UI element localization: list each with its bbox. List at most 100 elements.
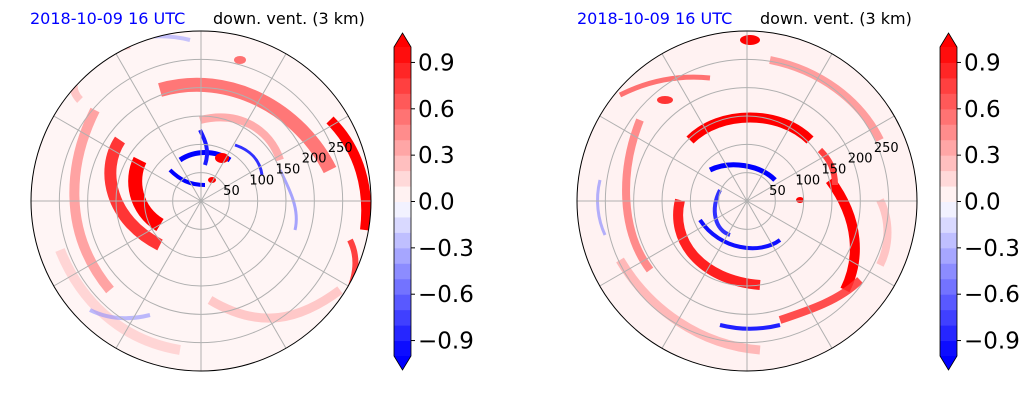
colorbar-level-12 [940, 155, 957, 172]
colorbar-level-0 [394, 340, 411, 357]
colorbar-level-16 [394, 93, 411, 110]
colorbar-level-10 [940, 186, 957, 202]
angular-gridline-120 [661, 53, 748, 202]
colorbar-tick-label: −0.6 [964, 282, 1020, 308]
velocity-field-right [596, 35, 892, 355]
colorbar-level-2 [940, 309, 957, 326]
angular-gridline-240 [661, 200, 748, 349]
radial-tick-label-50: 50 [769, 184, 786, 199]
colorbar-level-4 [940, 278, 957, 295]
title-variable-right: down. vent. (3 km) [760, 9, 912, 28]
colorbar-level-14 [940, 124, 957, 141]
colorbar-level-1 [940, 325, 957, 342]
colorbar-level-2 [394, 309, 411, 326]
colorbar-level-13 [394, 139, 411, 156]
colorbar-level-19 [940, 47, 957, 63]
colorbar-level-15 [940, 108, 957, 125]
angular-gridline-210 [53, 200, 202, 287]
radial-tick-label-150: 150 [276, 162, 301, 177]
colorbar-extend-max [394, 33, 411, 47]
polar-frame-left [30, 30, 372, 372]
colorbar-outline [393, 32, 412, 371]
angular-gridline-330 [200, 200, 349, 287]
colorbar-level-7 [940, 232, 957, 249]
radial-tick-label-200: 200 [848, 152, 873, 167]
colorbar-tick-label: −0.6 [418, 282, 474, 308]
panel-right: 2018-10-09 16 UTC down. vent. (3 km) [576, 9, 1020, 372]
colorbar-level-5 [940, 263, 957, 280]
polar-frame-right [576, 30, 918, 372]
angular-gridline-300 [746, 200, 833, 349]
angular-gridline-30 [200, 115, 349, 202]
colorbar-level-13 [940, 139, 957, 156]
colorbar-level-18 [394, 62, 411, 79]
colorbar-level-11 [940, 170, 957, 187]
colorbar-level-10 [394, 186, 411, 202]
colorbar-level-4 [394, 278, 411, 295]
colorbar-level-3 [394, 294, 411, 311]
colorbar-extend-max [940, 33, 957, 47]
colorbar-level-17 [940, 77, 957, 94]
angular-gridline-150 [53, 115, 202, 202]
colorbar-level-12 [394, 155, 411, 172]
colorbar-level-14 [394, 124, 411, 141]
colorbar-level-5 [394, 263, 411, 280]
radial-tick-label-50: 50 [223, 184, 240, 199]
radial-tick-label-250: 250 [328, 141, 353, 156]
colorbar-tick-label: 0.6 [418, 97, 455, 123]
angular-gridline-330 [746, 200, 895, 287]
colorbar-tick-label: 0.6 [964, 97, 1001, 123]
angular-gridline-30 [746, 115, 895, 202]
colorbar-level-7 [394, 232, 411, 249]
colorbar-level-9 [394, 201, 411, 218]
colorbar-level-6 [394, 247, 411, 264]
colorbar-right: −0.9 −0.6 −0.3 0.0 0.3 0.6 0.9 [939, 32, 1020, 371]
angular-gridline-60 [200, 53, 287, 202]
colorbar-tick-label: 0.0 [964, 190, 1001, 216]
colorbar-level-3 [940, 294, 957, 311]
title-date-right: 2018-10-09 16 UTC [577, 9, 732, 28]
colorbar-level-15 [394, 108, 411, 125]
colorbar-level-17 [394, 77, 411, 94]
title-date-left: 2018-10-09 16 UTC [30, 9, 185, 28]
colorbar-tick-label: −0.3 [964, 236, 1020, 262]
colorbar-level-0 [940, 340, 957, 357]
radial-tick-label-250: 250 [874, 141, 899, 156]
angular-gridline-120 [115, 53, 202, 202]
radial-tick-label-200: 200 [302, 152, 327, 167]
colorbar-level-8 [940, 216, 957, 233]
angular-grid-right [577, 31, 917, 371]
colorbar-tick-label: 0.9 [964, 50, 1001, 76]
colorbar-tick-label: 0.9 [418, 50, 455, 76]
colorbar-level-8 [394, 216, 411, 233]
panel-left: 2018-10-09 16 UTC down. vent. (3 km) [30, 9, 474, 372]
colorbar-extend-min [940, 356, 957, 370]
colorbar-tick-label: 0.3 [964, 143, 1001, 169]
colorbar-outline [939, 32, 958, 371]
colorbar-left: −0.9 −0.6 −0.3 0.0 0.3 0.6 0.9 [393, 32, 474, 371]
angular-gridline-150 [599, 115, 748, 202]
angular-gridline-60 [746, 53, 833, 202]
title-variable-left: down. vent. (3 km) [213, 9, 365, 28]
angular-gridline-240 [115, 200, 202, 349]
angular-grid-left [31, 31, 371, 371]
colorbar-extend-min [394, 356, 411, 370]
colorbar-tick-label: −0.9 [418, 329, 474, 355]
colorbar-level-1 [394, 325, 411, 342]
radial-tick-label-150: 150 [822, 162, 847, 177]
radial-tick-label-100: 100 [249, 173, 274, 188]
colorbar-level-11 [394, 170, 411, 187]
colorbar-level-6 [940, 247, 957, 264]
colorbar-tick-label: 0.3 [418, 143, 455, 169]
colorbar-level-19 [394, 47, 411, 63]
colorbar-level-16 [940, 93, 957, 110]
colorbar-tick-label: −0.3 [418, 236, 474, 262]
colorbar-level-18 [940, 62, 957, 79]
angular-gridline-210 [599, 200, 748, 287]
radial-tick-label-100: 100 [795, 173, 820, 188]
